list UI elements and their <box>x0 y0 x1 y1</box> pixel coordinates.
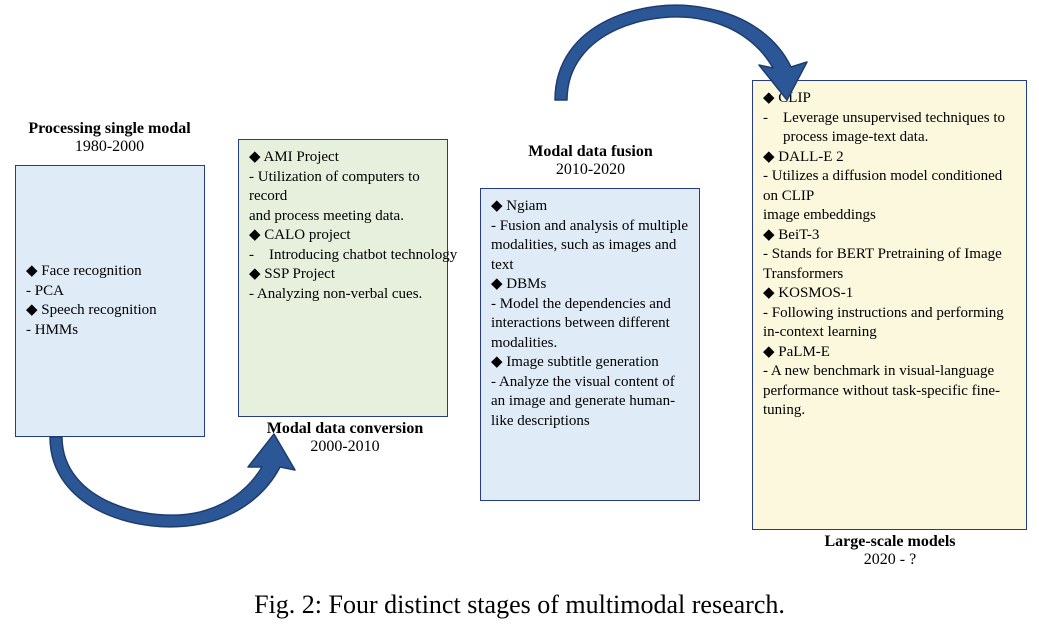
stage2-line: ◆ SSP Project <box>249 265 437 285</box>
stage2-line: - Analyzing non-verbal cues. <box>249 285 437 305</box>
stage3-title: Modal data fusion 2010-2020 <box>498 143 683 179</box>
arrow-2-icon <box>555 0 815 105</box>
stage1-line: ◆ Face recognition <box>26 262 194 282</box>
stage4-line: - A new benchmark in visual-language per… <box>763 362 1016 421</box>
stage1-line: - PCA <box>26 282 194 302</box>
stage4-years: 2020 - ? <box>800 551 980 569</box>
stage3-years: 2010-2020 <box>498 161 683 179</box>
stage1-title-text: Processing single modal <box>7 120 212 138</box>
stage4-line: ◆ DALL-E 2 <box>763 148 1016 168</box>
stage1-line: ◆ Speech recognition <box>26 301 194 321</box>
stage2-line: and process meeting data. <box>249 207 437 227</box>
stage3-line: ◆ DBMs <box>491 275 689 295</box>
stage3-line: - Fusion and analysis of multiple modali… <box>491 217 689 276</box>
stage2-line: ◆ CALO project <box>249 226 437 246</box>
stage1-content: ◆ Face recognition - PCA ◆ Speech recogn… <box>26 174 194 428</box>
stage4-line: ◆ BeiT-3 <box>763 226 1016 246</box>
stage4-line: ◆ PaLM-E <box>763 343 1016 363</box>
stage2-box: ◆ AMI Project - Utilization of computers… <box>238 139 448 417</box>
stage1-box: ◆ Face recognition - PCA ◆ Speech recogn… <box>15 165 205 437</box>
stage1-title: Processing single modal 1980-2000 <box>7 120 212 156</box>
stage3-line: - Model the dependencies and interaction… <box>491 295 689 354</box>
arrow-1-icon <box>40 432 295 532</box>
stage2-line: - Introducing chatbot technology <box>249 246 437 266</box>
diagram-canvas: Processing single modal 1980-2000 ◆ Face… <box>0 0 1039 637</box>
stage3-title-text: Modal data fusion <box>498 143 683 161</box>
stage4-box: ◆ CLIP - Leverage unsupervised technique… <box>752 80 1027 530</box>
stage4-line: image embeddings <box>763 206 1016 226</box>
stage2-line: ◆ AMI Project <box>249 148 437 168</box>
stage3-line: - Analyze the visual content of an image… <box>491 373 689 432</box>
stage4-line: ◆ KOSMOS-1 <box>763 284 1016 304</box>
stage3-box: ◆ Ngiam - Fusion and analysis of multipl… <box>480 188 700 501</box>
stage4-line: - Following instructions and performing … <box>763 304 1016 343</box>
stage1-line: - HMMs <box>26 321 194 341</box>
figure-caption: Fig. 2: Four distinct stages of multimod… <box>0 590 1039 620</box>
stage4-title: Large-scale models 2020 - ? <box>800 533 980 569</box>
stage1-years: 1980-2000 <box>7 138 212 156</box>
stage4-line: - Utilizes a diffusion model conditioned… <box>763 167 1016 206</box>
stage4-title-text: Large-scale models <box>800 533 980 551</box>
stage3-line: ◆ Ngiam <box>491 197 689 217</box>
stage4-line: - Stands for BERT Pretraining of Image T… <box>763 245 1016 284</box>
stage3-line: ◆ Image subtitle generation <box>491 353 689 373</box>
stage4-line: - Leverage unsupervised techniques to pr… <box>763 109 1016 148</box>
stage2-line: - Utilization of computers to record <box>249 168 437 207</box>
